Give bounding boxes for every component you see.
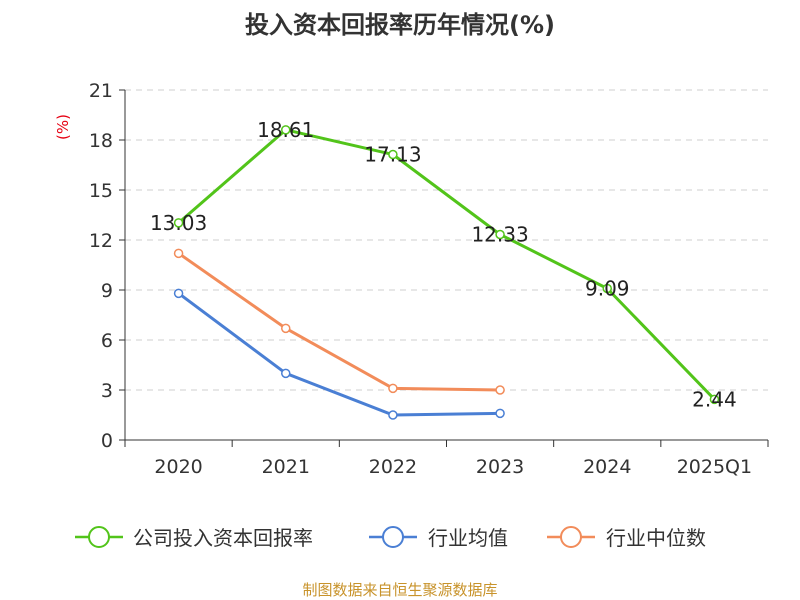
data-point bbox=[388, 149, 398, 160]
data-point bbox=[495, 385, 505, 395]
data-labels: 13.03 18.61 17.13 12.33 9.09 2.44 bbox=[150, 118, 737, 412]
x-tick-label: 2022 bbox=[369, 456, 417, 478]
x-tick-label: 2021 bbox=[262, 456, 310, 478]
axes: 0 3 6 9 12 15 18 21 2020 2021 2022 2023 2024 2025Q1 bbox=[89, 80, 769, 478]
data-point bbox=[281, 368, 291, 379]
y-tick-label: 21 bbox=[89, 80, 113, 102]
y-tick-label: 9 bbox=[101, 280, 113, 302]
y-tick-label: 3 bbox=[101, 380, 113, 402]
data-point bbox=[173, 218, 184, 228]
data-point bbox=[388, 383, 398, 394]
data-label: 17.13 bbox=[364, 143, 421, 167]
data-label: 2.44 bbox=[692, 387, 737, 411]
data-point bbox=[388, 410, 398, 420]
y-axis-label: (%) bbox=[54, 114, 72, 140]
data-label: 18.61 bbox=[257, 118, 314, 142]
y-tick-label: 0 bbox=[101, 430, 113, 452]
legend-label: 行业均值 bbox=[428, 526, 508, 550]
source-note: 制图数据来自恒生聚源数据库 bbox=[302, 581, 497, 599]
data-label: 12.33 bbox=[471, 223, 528, 247]
grid bbox=[125, 89, 768, 391]
x-tick-label: 2025Q1 bbox=[677, 456, 752, 478]
legend-label: 公司投入资本回报率 bbox=[133, 526, 313, 550]
y-tick-label: 12 bbox=[89, 230, 113, 252]
y-tick-label: 18 bbox=[89, 130, 113, 152]
data-point bbox=[495, 229, 505, 240]
data-point bbox=[495, 408, 505, 419]
data-point bbox=[709, 394, 720, 405]
series-line bbox=[177, 128, 716, 401]
legend-marker bbox=[560, 526, 582, 548]
data-point bbox=[173, 288, 184, 299]
data-point bbox=[602, 283, 612, 294]
x-tick-label: 2020 bbox=[154, 456, 202, 478]
legend-marker bbox=[382, 526, 404, 548]
series-layer bbox=[173, 125, 720, 420]
legend-marker bbox=[88, 526, 110, 548]
legend: 公司投入资本回报率 行业均值 行业中位数 bbox=[75, 526, 706, 550]
x-tick-label: 2024 bbox=[583, 456, 631, 478]
data-point bbox=[173, 248, 184, 259]
y-tick-label: 6 bbox=[101, 330, 113, 352]
series-line bbox=[177, 252, 501, 392]
data-label: 13.03 bbox=[150, 211, 207, 235]
x-tick-label: 2023 bbox=[476, 456, 524, 478]
y-tick-label: 15 bbox=[89, 180, 113, 202]
chart-title: 投入资本回报率历年情况(%) bbox=[245, 11, 555, 39]
data-label: 9.09 bbox=[585, 277, 630, 301]
data-point bbox=[281, 125, 291, 135]
legend-label: 行业中位数 bbox=[606, 526, 706, 550]
data-point bbox=[281, 323, 291, 334]
series-line bbox=[177, 292, 501, 417]
